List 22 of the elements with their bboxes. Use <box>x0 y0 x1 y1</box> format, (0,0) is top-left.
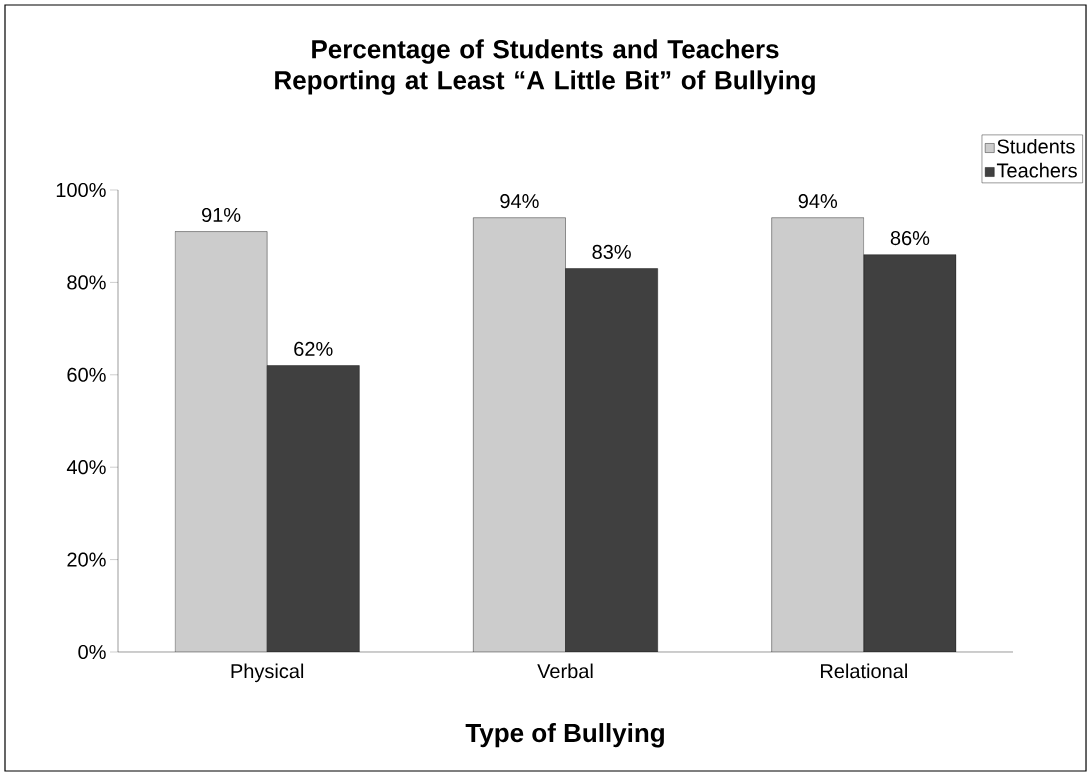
data-label: 83% <box>592 244 631 259</box>
x-tick-label: Physical <box>231 663 304 683</box>
y-tick-label: 80% <box>67 275 106 290</box>
data-label: 94% <box>798 194 838 209</box>
bar <box>863 254 957 652</box>
legend-label: Teachers <box>996 162 1077 178</box>
x-tick-label: Relational <box>821 663 907 679</box>
y-tick-label: 100% <box>56 182 106 198</box>
x-axis-title: Type of Bullying <box>465 723 664 748</box>
chart-title: Percentage of Students and Teachers Reporting at Least “A Little Bit” of Bullying <box>275 39 815 95</box>
bar <box>267 365 360 652</box>
x-tick-label: Verbal <box>537 663 593 679</box>
data-label: 62% <box>294 341 333 357</box>
y-tick-label: 40% <box>66 460 106 475</box>
y-tick-label: 20% <box>67 552 106 567</box>
data-label: 94% <box>500 194 539 209</box>
y-tick-label: 60% <box>67 367 106 382</box>
legend-label: Students <box>997 138 1075 154</box>
bar <box>565 268 658 652</box>
data-label: 91% <box>202 207 241 223</box>
y-tick-label: 0% <box>78 644 106 660</box>
data-label: 86% <box>890 230 930 246</box>
